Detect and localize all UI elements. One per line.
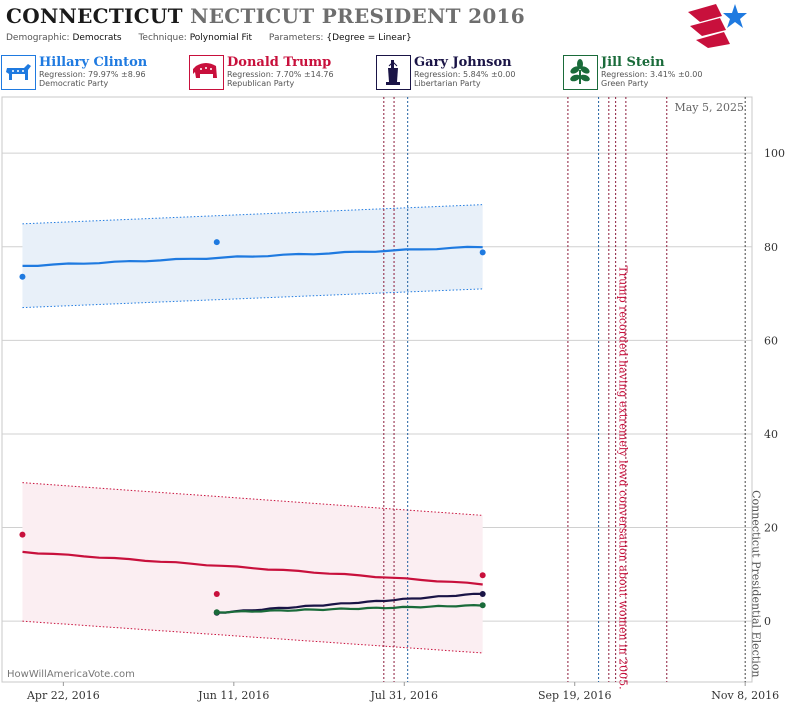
- x-tick-label: Apr 22, 2016: [26, 689, 100, 702]
- candidate-name: Gary Johnson: [414, 55, 512, 70]
- fit-line-trump: [22, 550, 483, 586]
- y-tick-label: 100: [764, 147, 785, 160]
- demographic-label: Demographic:: [6, 33, 70, 43]
- y-tick-label: 20: [764, 522, 778, 535]
- current-date: May 5, 2025: [674, 101, 744, 114]
- elephant-icon: [189, 55, 224, 90]
- y-tick-label: 60: [764, 334, 778, 347]
- fit-line-johnson: [216, 592, 483, 614]
- data-point-clinton: [19, 273, 26, 280]
- technique-label: Technique:: [138, 33, 187, 43]
- candidate-stein[interactable]: Jill Stein Regression: 3.41% ±0.00 Green…: [562, 54, 746, 90]
- donkey-icon: [1, 55, 36, 90]
- title-race: NECTICUT PRESIDENT 2016: [190, 4, 525, 28]
- candidate-party: Libertarian Party: [414, 79, 481, 88]
- candidate-name: Hillary Clinton: [39, 55, 148, 70]
- liberty-statue-icon: [376, 55, 411, 90]
- x-tick-label: Nov 8, 2016: [711, 689, 779, 702]
- data-point-clinton: [213, 239, 220, 246]
- parameters-value: {Degree = Linear}: [326, 33, 412, 43]
- data-point-stein: [213, 609, 220, 616]
- y-tick-label: 80: [764, 241, 778, 254]
- candidate-regression: Regression: 7.70% ±14.76: [227, 70, 334, 79]
- page-title: CONNECTICUT NECTICUT PRESIDENT 2016: [6, 4, 525, 28]
- candidate-party: Green Party: [601, 79, 649, 88]
- x-tick-label: Jun 11, 2016: [197, 689, 269, 702]
- site-logo-icon: [688, 4, 747, 48]
- x-tick-label: Jul 31, 2016: [370, 689, 439, 702]
- header: CONNECTICUT NECTICUT PRESIDENT 2016 Demo…: [0, 0, 789, 50]
- x-tick-label: Sep 19, 2016: [538, 689, 612, 702]
- data-point-trump: [479, 572, 486, 579]
- candidate-regression: Regression: 3.41% ±0.00: [601, 70, 703, 79]
- watermark: HowWillAmericaVote.com: [7, 669, 135, 680]
- candidate-regression: Regression: 79.97% ±8.96: [39, 70, 146, 79]
- candidate-name: Jill Stein: [601, 55, 665, 70]
- candidate-johnson[interactable]: Gary Johnson Regression: 5.84% ±0.00 Lib…: [375, 54, 559, 90]
- technique-value: Polynomial Fit: [189, 33, 253, 43]
- demographic-value: Democrats: [72, 33, 122, 43]
- candidate-party: Republican Party: [227, 79, 295, 88]
- y-tick-label: 40: [764, 428, 778, 441]
- candidate-legend: Hillary Clinton Regression: 79.97% ±8.96…: [0, 54, 789, 92]
- data-point-johnson: [479, 591, 486, 598]
- title-state: CONNECTICUT: [6, 4, 183, 28]
- parameters-label: Parameters:: [268, 33, 324, 43]
- event-annotation: Trump recorded having extremely lewd con…: [617, 265, 630, 689]
- fit-line-stein: [216, 603, 483, 614]
- data-point-trump: [19, 531, 26, 538]
- candidate-name: Donald Trump: [227, 55, 332, 70]
- candidate-trump[interactable]: Donald Trump Regression: 7.70% ±14.76 Re…: [188, 54, 372, 90]
- candidate-regression: Regression: 5.84% ±0.00: [414, 70, 516, 79]
- leaf-icon: [563, 55, 598, 90]
- data-point-trump: [213, 591, 220, 598]
- candidate-party: Democratic Party: [39, 79, 109, 88]
- parameters-line: Demographic: Democrats Technique: Polyno…: [6, 33, 426, 43]
- data-point-stein: [479, 602, 486, 609]
- fit-line-clinton: [22, 245, 483, 267]
- candidate-clinton[interactable]: Hillary Clinton Regression: 79.97% ±8.96…: [0, 54, 184, 90]
- y-tick-label: 0: [764, 615, 771, 628]
- event-annotation: Connecticut Presidential Election: [750, 490, 763, 677]
- data-point-clinton: [479, 249, 486, 256]
